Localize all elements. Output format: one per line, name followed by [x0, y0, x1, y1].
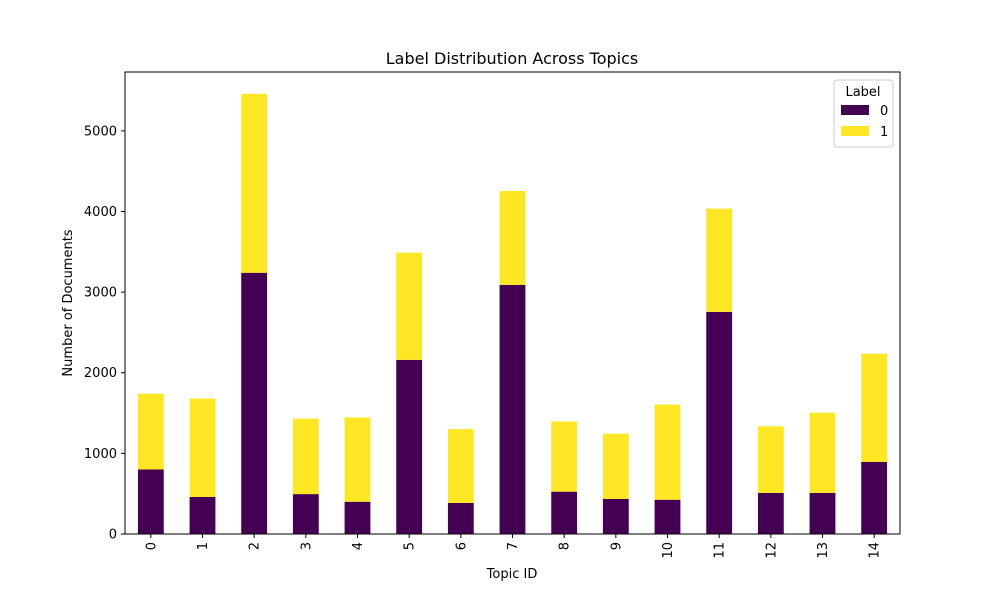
y-tick-label: 4000 [84, 205, 117, 220]
x-tick-label: 4 [351, 542, 366, 550]
bar-topic-0-label-0 [137, 469, 164, 534]
bar-topic-14-label-0 [861, 461, 888, 534]
bar-topic-3-label-1 [292, 418, 319, 495]
y-tick-label: 3000 [84, 286, 117, 301]
bar-topic-8-label-1 [551, 421, 578, 492]
bar-topic-10-label-0 [654, 499, 681, 534]
x-tick-label: 9 [609, 542, 624, 550]
x-tick-label: 8 [558, 542, 573, 550]
bar-topic-12-label-1 [757, 426, 784, 493]
bar-topic-6-label-0 [447, 502, 474, 534]
bar-topic-2-label-0 [241, 272, 268, 534]
bar-topic-10-label-1 [654, 404, 681, 500]
y-axis: 0 1000 2000 3000 4000 5000 [84, 124, 125, 543]
x-tick-label: 5 [403, 542, 418, 550]
y-axis-label: Number of Documents [61, 229, 76, 376]
legend-swatch-1 [841, 126, 869, 136]
plot-frame [124, 71, 901, 535]
bar-topic-4-label-1 [344, 417, 371, 502]
y-tick-label: 0 [109, 528, 117, 543]
bar-topic-6-label-1 [447, 429, 474, 503]
x-tick-label: 13 [816, 542, 831, 559]
bar-topic-0-label-1 [137, 393, 164, 470]
bar-topic-13-label-0 [809, 492, 836, 534]
bar-topic-11-label-1 [706, 208, 733, 312]
bar-topic-9-label-1 [602, 433, 629, 499]
x-tick-label: 10 [661, 542, 676, 559]
x-tick-label: 6 [454, 542, 469, 550]
legend: Label 01 [833, 79, 894, 148]
bar-topic-13-label-1 [809, 412, 836, 493]
legend-label-1: 1 [880, 125, 888, 140]
bar-topic-4-label-0 [344, 501, 371, 534]
bar-topic-12-label-0 [757, 492, 784, 534]
bar-topic-3-label-0 [292, 494, 319, 534]
bar-topic-1-label-0 [189, 496, 216, 534]
bar-topic-11-label-0 [706, 311, 733, 534]
x-tick-label: 7 [506, 542, 521, 550]
y-tick-label: 2000 [84, 366, 117, 381]
legend-swatch-0 [841, 105, 869, 115]
bar-topic-8-label-0 [551, 491, 578, 534]
x-axis: 0 1 2 3 4 5 6 7 8 9 10 11 12 13 14 [144, 534, 883, 559]
y-tick-label: 5000 [84, 124, 117, 139]
x-tick-label: 11 [713, 542, 728, 559]
x-tick-label: 12 [764, 542, 779, 559]
bar-topic-2-label-1 [241, 93, 268, 273]
bar-topic-5-label-1 [396, 252, 423, 360]
x-axis-label: Topic ID [486, 567, 538, 582]
x-tick-label: 0 [144, 542, 159, 550]
bar-topic-14-label-1 [861, 353, 888, 462]
bar-topic-7-label-1 [499, 190, 526, 285]
legend-items: 01 [841, 104, 888, 140]
bar-topic-9-label-0 [602, 498, 629, 534]
bar-topic-7-label-0 [499, 284, 526, 534]
legend-label-0: 0 [880, 104, 888, 119]
x-tick-label: 1 [196, 542, 211, 550]
chart-title: Label Distribution Across Topics [386, 49, 639, 68]
x-tick-label: 14 [868, 542, 883, 559]
bar-topic-1-label-1 [189, 398, 216, 497]
legend-title: Label [845, 85, 880, 100]
bar-topic-5-label-0 [396, 359, 423, 534]
y-tick-label: 1000 [84, 447, 117, 462]
bars-group [137, 93, 888, 534]
x-tick-label: 2 [248, 542, 263, 550]
x-tick-label: 3 [299, 542, 314, 550]
